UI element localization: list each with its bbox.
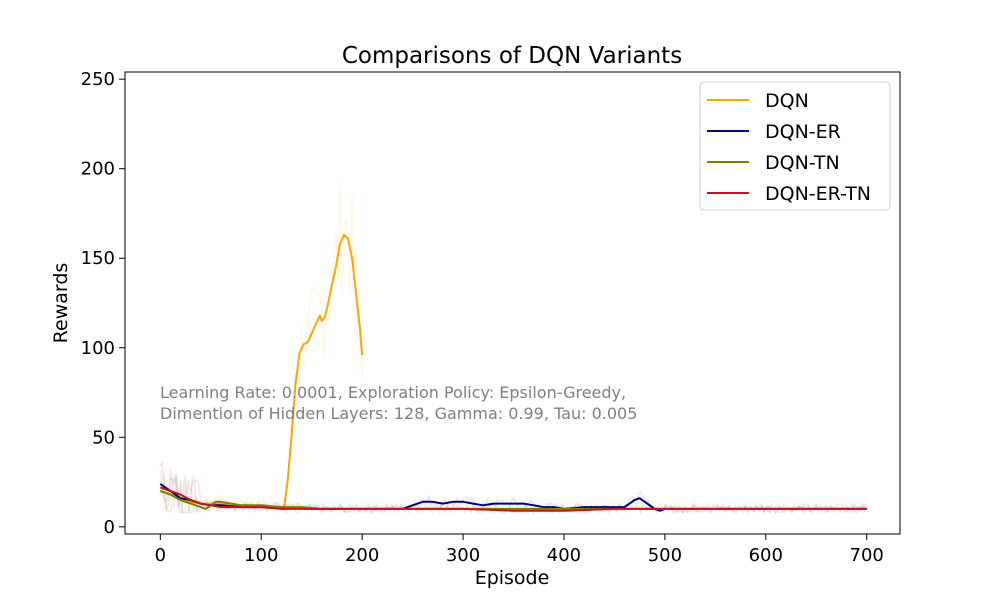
annotation: Learning Rate: 0.0001, Exploration Polic… — [160, 383, 637, 423]
x-tick-label: 300 — [446, 545, 480, 566]
legend-label-dqn: DQN — [765, 90, 809, 112]
series-layer — [159, 234, 867, 512]
legend-items: DQN DQN-ER DQN-TN DQN-ER-TN — [707, 90, 871, 205]
series-line-dqn — [159, 234, 364, 510]
plot-frame — [124, 71, 901, 535]
x-tick-label: 200 — [345, 545, 379, 566]
y-tick-label: 50 — [92, 427, 115, 448]
series-line-dqn-er-tn — [159, 486, 867, 512]
legend-label-dqn-tn: DQN-TN — [765, 152, 840, 174]
y-tick-label: 100 — [81, 338, 115, 359]
annotation-line-2: Dimention of Hidden Layers: 128, Gamma: … — [160, 404, 637, 423]
y-tick-label: 0 — [104, 517, 115, 538]
x-tick-label: 600 — [749, 545, 783, 566]
legend-label-dqn-er: DQN-ER — [765, 121, 841, 143]
x-tick-label: 700 — [850, 545, 884, 566]
chart-title: Comparisons of DQN Variants — [342, 43, 682, 69]
y-tick-label: 200 — [81, 159, 115, 180]
x-tick-label: 100 — [244, 545, 278, 566]
x-axis-title: Episode — [475, 567, 550, 589]
y-tick-label: 150 — [81, 248, 115, 269]
x-tick-label: 0 — [155, 545, 166, 566]
x-tick-label: 500 — [648, 545, 682, 566]
y-axis-title: Rewards — [50, 263, 72, 344]
x-tick-label: 400 — [547, 545, 581, 566]
legend: DQN DQN-ER DQN-TN DQN-ER-TN — [699, 81, 891, 211]
legend-frame — [699, 81, 891, 211]
legend-label-dqn-er-tn: DQN-ER-TN — [765, 183, 871, 205]
plot-area — [124, 71, 901, 535]
x-axis: 0 100 200 300 400 500 600 700 — [155, 534, 884, 566]
annotation-line-1: Learning Rate: 0.0001, Exploration Polic… — [160, 383, 626, 402]
y-tick-label: 250 — [81, 69, 115, 90]
y-axis: 0 50 100 150 200 250 — [81, 69, 125, 538]
